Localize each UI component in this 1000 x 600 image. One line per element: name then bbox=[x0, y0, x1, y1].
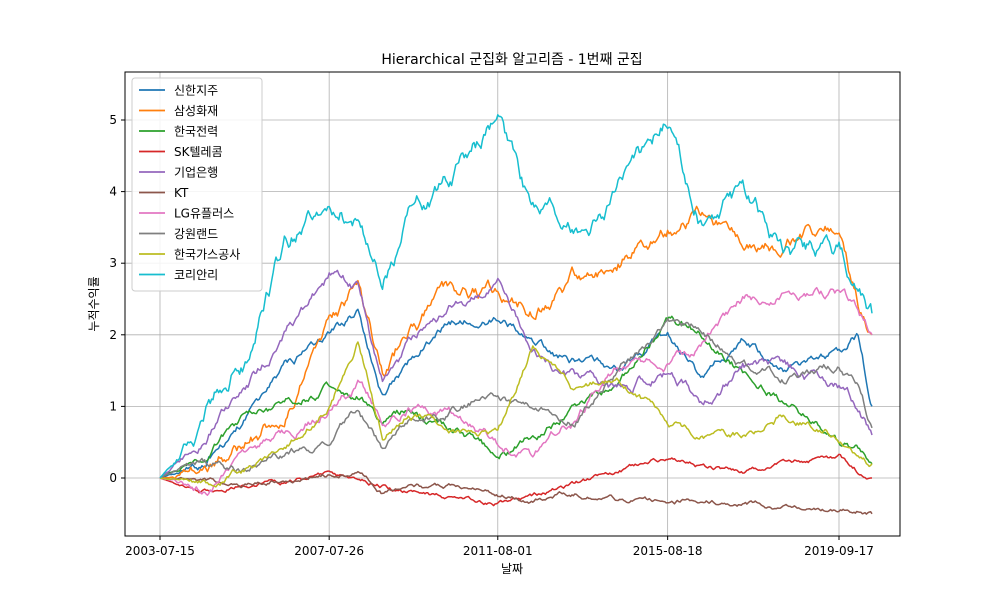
y-tick-label: 1 bbox=[109, 399, 117, 413]
y-tick-label: 4 bbox=[109, 185, 117, 199]
series-line bbox=[159, 308, 873, 479]
x-tick-label: 2011-08-01 bbox=[463, 544, 533, 558]
legend-label: 신한지주 bbox=[174, 84, 218, 98]
series-line bbox=[159, 315, 873, 479]
series-line bbox=[159, 286, 873, 496]
y-tick-label: 5 bbox=[109, 113, 117, 127]
legend-label: KT bbox=[174, 186, 189, 200]
series-line bbox=[159, 205, 873, 479]
x-axis-label: 날짜 bbox=[501, 562, 523, 576]
x-tick-label: 2015-08-18 bbox=[633, 544, 703, 558]
legend-label: 기업은행 bbox=[174, 165, 218, 180]
y-tick-label: 0 bbox=[109, 471, 117, 485]
series-line bbox=[159, 341, 873, 488]
y-tick-label: 3 bbox=[109, 256, 117, 270]
legend-label: SK텔레콤 bbox=[174, 145, 223, 159]
series-line bbox=[159, 114, 873, 479]
x-tick-label: 2019-09-17 bbox=[804, 544, 874, 558]
legend-label: 한국가스공사 bbox=[174, 248, 240, 262]
axes: 2003-07-15 2007-07-26 2011-08-01 2015-08-18… bbox=[109, 113, 874, 558]
x-tick-label: 2007-07-26 bbox=[294, 544, 364, 558]
series-line bbox=[159, 318, 873, 479]
legend-label: 한국전력 bbox=[174, 125, 218, 139]
legend-label: 삼성화재 bbox=[174, 104, 218, 118]
legend-label: 코리안리 bbox=[174, 268, 218, 282]
y-axis-label: 누적수익률 bbox=[87, 276, 101, 331]
series-lines bbox=[159, 114, 873, 515]
legend-label: 강원랜드 bbox=[174, 227, 218, 241]
chart-title: Hierarchical 군집화 알고리즘 - 1번째 군집 bbox=[381, 52, 642, 68]
series-line bbox=[159, 470, 873, 515]
y-tick-label: 2 bbox=[109, 328, 117, 342]
legend-label: LG유플러스 bbox=[174, 207, 234, 221]
x-tick-label: 2003-07-15 bbox=[125, 544, 195, 558]
plot-frame bbox=[124, 71, 901, 537]
series-line bbox=[159, 269, 873, 479]
